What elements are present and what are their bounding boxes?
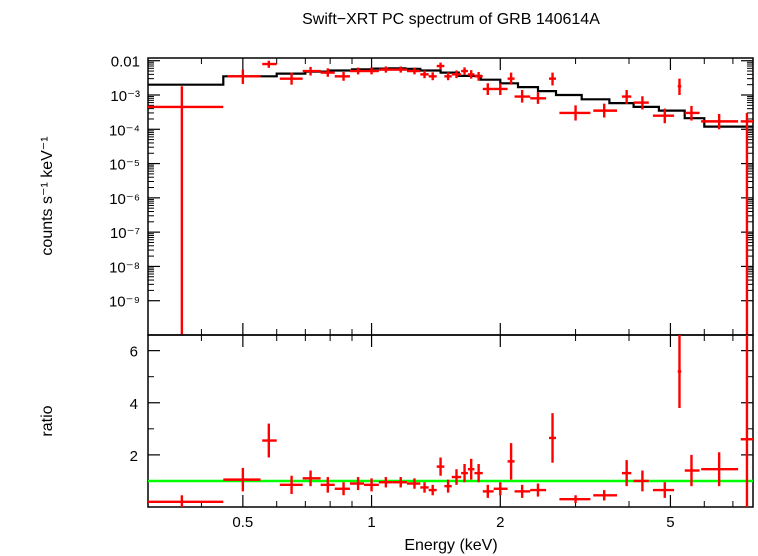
spectrum-axis-ticks: 0.01 10⁻³ 10⁻⁴ 10⁻⁵ 10⁻⁶ 10⁻⁷ 10⁻⁸ 10⁻⁹ [109, 54, 753, 335]
ratio-data-point [474, 464, 483, 483]
spectrum-data-point [392, 66, 407, 73]
spectrum-data-point [701, 113, 739, 130]
ratio-data-point [302, 470, 321, 487]
ratio-data-point [436, 457, 445, 476]
spectrum-y-tick-label: 10⁻⁹ [109, 294, 140, 311]
spectrum-data-point [621, 89, 632, 104]
spectrum-data-point [514, 89, 531, 103]
ratio-data-point [621, 460, 632, 487]
spectrum-data-point [227, 69, 261, 84]
spectrum-data-point [420, 70, 429, 79]
ratio-data-point [633, 470, 649, 492]
x-tick-label: 2 [496, 514, 504, 531]
ratio-data-point [320, 477, 335, 493]
spectrum-data-point [559, 105, 591, 121]
spectrum-data-point [363, 67, 379, 75]
spectrum-data-point [474, 71, 483, 81]
spectrum-y-tick-label: 10⁻⁷ [110, 225, 140, 242]
spectrum-data-point [349, 67, 364, 75]
chart-title: Swift−XRT PC spectrum of GRB 140614A [302, 11, 600, 28]
spectrum-data-point [406, 67, 421, 75]
ratio-y-tick-label: 6 [130, 344, 138, 361]
x-axis-label: Energy (keV) [404, 537, 497, 554]
ratio-data-point [363, 478, 379, 492]
ratio-data-point [451, 469, 462, 485]
spectrum-y-tick-label: 10⁻⁴ [109, 122, 140, 139]
ratio-data-point [444, 479, 452, 493]
spectrum-y-tick-label: 10⁻⁸ [109, 259, 140, 276]
ratio-data-point [279, 475, 303, 494]
spectrum-y-tick-label: 0.01 [111, 54, 140, 71]
ratio-data-point [349, 477, 364, 491]
spectrum-data-point [493, 83, 508, 96]
ratio-data-point [652, 482, 675, 498]
spectrum-data-point [740, 112, 753, 335]
model-curve [148, 67, 753, 128]
spectrum-data-point [428, 72, 437, 81]
ratio-data-point [593, 490, 618, 501]
spectrum-y-tick-label: 10⁻⁵ [109, 157, 140, 174]
spectrum-data-point [530, 92, 547, 104]
ratio-data-point [514, 484, 531, 498]
ratio-data-point [378, 477, 393, 488]
ratio-data-point [493, 482, 508, 496]
ratio-data-point [740, 335, 753, 507]
spectrum-y-tick-label: 10⁻⁶ [109, 191, 140, 208]
spectrum-data-point [444, 72, 452, 81]
spectrum-data-point [334, 71, 350, 81]
ratio-data-point [428, 484, 437, 496]
spectrum-data-point [652, 108, 675, 124]
spectrum-data-point [593, 103, 618, 118]
spectrum-data-point [451, 70, 462, 79]
spectrum-data-point [482, 83, 494, 96]
ratio-plot-frame [147, 334, 754, 508]
ratio-data-point [677, 335, 682, 408]
ratio-data-point [420, 482, 429, 493]
ratio-data-point [701, 452, 739, 487]
model-step-line [148, 67, 753, 128]
ratio-data-point [559, 495, 591, 504]
ratio-data-point [148, 495, 224, 507]
ratio-data-point [392, 477, 407, 488]
spectrum-data-point [633, 96, 649, 110]
spectrum-data-point [548, 72, 557, 86]
ratio-data-point [461, 464, 468, 483]
ratio-data-point [467, 458, 475, 480]
x-tick-label: 5 [666, 514, 674, 531]
spectrum-data-point [320, 68, 335, 77]
ratio-data-point [223, 467, 261, 492]
ratio-data-point [406, 478, 421, 489]
spectrum-data-point [461, 67, 468, 75]
spectrum-data-point [507, 72, 515, 85]
ratio-data-point [530, 483, 547, 497]
ratio-data-point [482, 484, 494, 498]
ratio-y-tick-label: 4 [130, 396, 138, 413]
spectrum-data-point [262, 60, 277, 68]
spectrum-data-point [279, 72, 303, 85]
ratio-panel: 2 4 6 0.5 1 2 5 ratio Energy (keV) [39, 334, 754, 554]
spectrum-data-point [684, 105, 700, 121]
ratio-data-point [334, 482, 350, 496]
ratio-data-point [262, 423, 277, 458]
spectrum-y-tick-label: 10⁻³ [110, 88, 140, 105]
spectrum-data-series [148, 60, 753, 335]
spectrum-data-point [148, 86, 224, 335]
spectrum-data-point [378, 66, 393, 73]
spectrum-data-point [436, 62, 445, 70]
ratio-data-point [548, 413, 557, 463]
spectrum-data-point [302, 66, 321, 76]
ratio-y-axis-label: ratio [39, 405, 56, 436]
spectrum-panel: 0.01 10⁻³ 10⁻⁴ 10⁻⁵ 10⁻⁶ 10⁻⁷ 10⁻⁸ 10⁻⁹ counts … [39, 54, 754, 336]
x-tick-label: 1 [367, 514, 375, 531]
x-tick-label: 0.5 [232, 514, 253, 531]
ratio-data-point [684, 454, 700, 487]
ratio-data-series [148, 335, 753, 507]
ratio-data-point [507, 443, 515, 480]
spectrum-data-point [467, 70, 475, 79]
spectrum-y-axis-label: counts s⁻¹ keV⁻¹ [39, 136, 56, 255]
ratio-y-tick-label: 2 [130, 448, 138, 465]
spectrum-data-point [677, 78, 682, 96]
